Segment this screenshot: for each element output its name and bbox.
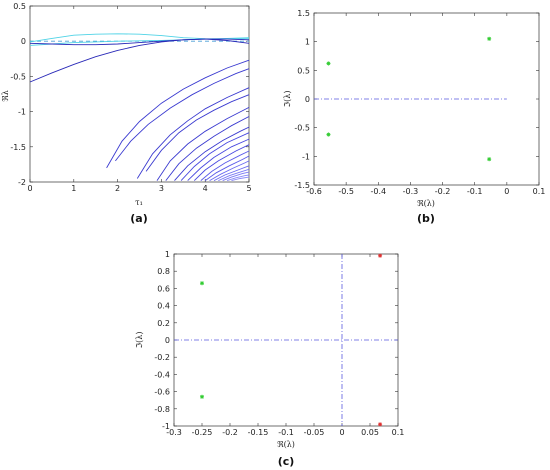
panel-a-series-line-8 xyxy=(156,106,250,181)
panel-a-label: (a) xyxy=(130,212,147,225)
panel-a-series-line-21 xyxy=(231,176,250,182)
panel-b-ylabel: ℑ(λ) xyxy=(283,91,292,108)
panel-b-ytick-label: -1 xyxy=(302,152,310,161)
panel-c: -0.3 -0.25 -0.2 -0.15 -0.1 -0.05 0 0.05 0.1 1 0.8 0… xyxy=(135,250,404,468)
panel-b: -0.6 -0.5 -0.4 -0.3 -0.2 -0.1 0 0.1 1.5 1 0.5 0 -0.5… xyxy=(283,9,545,225)
panel-c-eigenvalue-point-0 xyxy=(200,281,204,286)
panel-a-plot-frame xyxy=(29,5,250,183)
panel-b-xtick-label: 0 xyxy=(504,187,509,196)
panel-b-eigenvalue-point-0 xyxy=(326,61,331,66)
panel-b-ytick-label: 1.5 xyxy=(297,9,310,18)
panel-a-series xyxy=(29,33,250,182)
panel-a-series-line-2 xyxy=(29,38,250,83)
panel-c-xlabel: ℜ(λ) xyxy=(277,440,295,449)
panel-a-series-line-11 xyxy=(180,132,250,181)
panel-a-ytick-label: -2 xyxy=(18,178,26,187)
panel-c-ytick-label: -0.8 xyxy=(154,405,170,414)
panel-c-xtick-label: -0.2 xyxy=(222,428,238,437)
panel-c-ytick-label: -0.4 xyxy=(154,370,170,379)
panel-a-series-line-14 xyxy=(200,150,250,181)
panel-c-ytick-label: 0.4 xyxy=(157,302,170,311)
panel-c-eigenvalue-point-3 xyxy=(378,422,383,427)
panel-c-xtick-label: -0.05 xyxy=(304,428,325,437)
panel-a-xtick-label: 0 xyxy=(27,184,32,193)
panel-a-ytick-label: 0 xyxy=(21,37,26,46)
panel-a: 0 1 2 3 4 5 0.5 0 -0.5 -1 -1.5 -2 τ₁ ℜλ (a) xyxy=(1,2,252,225)
panel-b-series xyxy=(314,36,507,162)
panel-a-ytick-label: -1 xyxy=(18,108,26,117)
panel-c-ticks: -0.3 -0.25 -0.2 -0.15 -0.1 -0.05 0 0.05 0.1 1 0.8 0… xyxy=(154,250,404,437)
panel-a-ytick-label: -1.5 xyxy=(10,143,26,152)
panel-a-ylabel: ℜλ xyxy=(1,90,10,102)
panel-c-ylabel: ℑ(λ) xyxy=(135,332,144,349)
panel-c-eigenvalue-point-1 xyxy=(200,394,204,399)
panel-b-xtick-label: -0.5 xyxy=(338,187,354,196)
panel-b-xtick-label: -0.1 xyxy=(467,187,483,196)
panel-a-xtick-label: 5 xyxy=(246,184,251,193)
panel-b-label: (b) xyxy=(417,212,435,225)
panel-a-series-line-18 xyxy=(218,168,250,182)
panel-c-xtick-label: 0.1 xyxy=(392,428,405,437)
panel-b-ytick-label: 0 xyxy=(305,95,310,104)
panel-c-ytick-label: 0.2 xyxy=(157,319,170,328)
panel-b-xtick-label: -0.2 xyxy=(435,187,451,196)
panel-c-ytick-label: 0 xyxy=(165,336,170,345)
panel-c-xtick-label: 0.05 xyxy=(361,428,379,437)
panel-c-ytick-label: -1 xyxy=(162,422,170,431)
panel-a-xtick-label: 3 xyxy=(159,184,164,193)
panel-b-eigenvalue-point-2 xyxy=(487,36,492,41)
panel-b-ytick-label: -0.5 xyxy=(294,124,310,133)
panel-a-series-line-6 xyxy=(136,87,250,179)
panel-c-ytick-label: -0.2 xyxy=(154,353,170,362)
panel-b-xlabel: ℜ(λ) xyxy=(417,199,435,208)
panel-a-series-line-19 xyxy=(222,171,250,182)
panel-c-xtick-label: -0.3 xyxy=(166,428,182,437)
panel-a-ytick-label: 0.5 xyxy=(13,2,26,11)
panel-c-ytick-label: 0.6 xyxy=(157,284,170,293)
panel-a-xtick-label: 1 xyxy=(71,184,76,193)
panel-a-series-line-20 xyxy=(226,174,250,182)
panel-a-ytick-label: -0.5 xyxy=(10,72,26,81)
panel-a-series-line-5 xyxy=(115,68,250,162)
panel-a-series-line-3 xyxy=(29,38,250,46)
panel-c-series xyxy=(174,253,398,427)
panel-a-series-line-13 xyxy=(193,144,250,181)
panel-b-ytick-label: 0.5 xyxy=(297,66,310,75)
panel-a-ticks: 0 1 2 3 4 5 0.5 0 -0.5 -1 -1.5 -2 xyxy=(10,2,251,193)
panel-c-ytick-label: 0.8 xyxy=(157,267,170,276)
panel-c-xtick-label: -0.25 xyxy=(192,428,213,437)
panel-a-xlabel: τ₁ xyxy=(135,198,143,207)
panel-a-series-line-7 xyxy=(145,94,250,172)
panel-c-label: (c) xyxy=(278,455,295,468)
panel-b-xtick-label: -0.4 xyxy=(370,187,386,196)
panel-a-xtick-label: 2 xyxy=(115,184,120,193)
panel-b-eigenvalue-point-3 xyxy=(487,157,492,162)
panel-b-eigenvalue-point-1 xyxy=(326,132,331,137)
panel-c-xtick-label: 0 xyxy=(339,428,344,437)
panel-b-ytick-label: 1 xyxy=(305,38,310,47)
panel-c-ytick-label: 1 xyxy=(165,250,170,259)
panel-c-eigenvalue-point-2 xyxy=(378,253,383,258)
panel-b-ticks: -0.6 -0.5 -0.4 -0.3 -0.2 -0.1 0 0.1 1.5 1 0.5 0 -0.5… xyxy=(294,9,545,196)
panel-a-series-line-10 xyxy=(174,126,250,181)
panel-a-series-line-15 xyxy=(204,155,250,181)
panel-a-series-line-9 xyxy=(165,116,250,181)
panel-b-xtick-label: -0.6 xyxy=(306,187,322,196)
panel-c-ytick-label: -0.6 xyxy=(154,388,170,397)
panel-c-xtick-label: -0.15 xyxy=(248,428,269,437)
panel-a-xtick-label: 4 xyxy=(203,184,208,193)
panel-c-xtick-label: -0.1 xyxy=(278,428,294,437)
panel-b-xtick-label: 0.1 xyxy=(533,187,546,196)
panel-a-series-line-17 xyxy=(213,165,250,182)
panel-a-series-line-4 xyxy=(106,59,250,169)
panel-a-series-line-16 xyxy=(209,160,250,181)
panel-b-ytick-label: -1.5 xyxy=(294,181,310,190)
panel-b-xtick-label: -0.3 xyxy=(403,187,419,196)
panel-a-series-line-12 xyxy=(187,138,250,181)
